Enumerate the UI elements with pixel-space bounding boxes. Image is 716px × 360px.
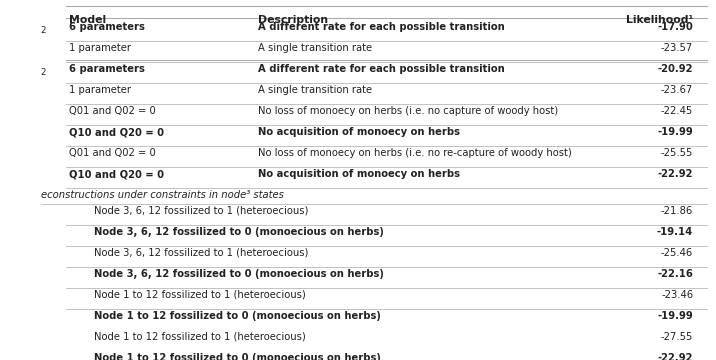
Text: Node 1 to 12 fossilized to 1 (heteroecious): Node 1 to 12 fossilized to 1 (heteroecio… xyxy=(94,332,306,342)
Text: -25.55: -25.55 xyxy=(661,148,693,158)
Text: A different rate for each possible transition: A different rate for each possible trans… xyxy=(258,64,505,74)
Text: Model: Model xyxy=(69,15,106,25)
Text: -19.99: -19.99 xyxy=(657,311,693,321)
Text: -19.99: -19.99 xyxy=(657,127,693,137)
Text: -17.90: -17.90 xyxy=(657,22,693,32)
Text: -22.92: -22.92 xyxy=(658,353,693,360)
Text: Node 3, 6, 12 fossilized to 1 (heteroecious): Node 3, 6, 12 fossilized to 1 (heteroeci… xyxy=(94,206,309,216)
Text: No loss of monoecy on herbs (i.e. no re-capture of woody host): No loss of monoecy on herbs (i.e. no re-… xyxy=(258,148,572,158)
Text: A different rate for each possible transition: A different rate for each possible trans… xyxy=(258,22,505,32)
Text: 6 parameters: 6 parameters xyxy=(69,22,145,32)
Text: No acquisition of monoecy on herbs: No acquisition of monoecy on herbs xyxy=(258,127,460,137)
Text: Q01 and Q02 = 0: Q01 and Q02 = 0 xyxy=(69,148,156,158)
Text: -23.46: -23.46 xyxy=(661,290,693,300)
Text: 1 parameter: 1 parameter xyxy=(69,43,131,53)
Text: -27.55: -27.55 xyxy=(661,332,693,342)
Text: -21.86: -21.86 xyxy=(661,206,693,216)
Text: Node 1 to 12 fossilized to 0 (monoecious on herbs): Node 1 to 12 fossilized to 0 (monoecious… xyxy=(94,311,381,321)
Text: Node 1 to 12 fossilized to 1 (heteroecious): Node 1 to 12 fossilized to 1 (heteroecio… xyxy=(94,290,306,300)
Text: 1 parameter: 1 parameter xyxy=(69,85,131,95)
Text: -22.92: -22.92 xyxy=(658,169,693,179)
Text: 2: 2 xyxy=(41,26,46,35)
Text: Node 3, 6, 12 fossilized to 1 (heteroecious): Node 3, 6, 12 fossilized to 1 (heteroeci… xyxy=(94,248,309,258)
Text: Likelihood¹: Likelihood¹ xyxy=(626,15,693,25)
Text: No acquisition of monoecy on herbs: No acquisition of monoecy on herbs xyxy=(258,169,460,179)
Text: Description: Description xyxy=(258,15,328,25)
Text: -23.57: -23.57 xyxy=(661,43,693,53)
Text: Q10 and Q20 = 0: Q10 and Q20 = 0 xyxy=(69,127,164,137)
Text: 2: 2 xyxy=(41,68,46,77)
Text: -23.67: -23.67 xyxy=(661,85,693,95)
Text: Q10 and Q20 = 0: Q10 and Q20 = 0 xyxy=(69,169,164,179)
Text: Node 1 to 12 fossilized to 0 (monoecious on herbs): Node 1 to 12 fossilized to 0 (monoecious… xyxy=(94,353,381,360)
Text: No loss of monoecy on herbs (i.e. no capture of woody host): No loss of monoecy on herbs (i.e. no cap… xyxy=(258,106,558,116)
Text: 6 parameters: 6 parameters xyxy=(69,64,145,74)
Text: A single transition rate: A single transition rate xyxy=(258,43,372,53)
Text: -20.92: -20.92 xyxy=(658,64,693,74)
Text: -19.14: -19.14 xyxy=(657,227,693,237)
Text: -25.46: -25.46 xyxy=(661,248,693,258)
Text: -22.45: -22.45 xyxy=(661,106,693,116)
Text: econstructions under constraints in node³ states: econstructions under constraints in node… xyxy=(41,190,284,199)
Text: -22.16: -22.16 xyxy=(657,269,693,279)
Text: Node 3, 6, 12 fossilized to 0 (monoecious on herbs): Node 3, 6, 12 fossilized to 0 (monoeciou… xyxy=(94,227,384,237)
Text: Node 3, 6, 12 fossilized to 0 (monoecious on herbs): Node 3, 6, 12 fossilized to 0 (monoeciou… xyxy=(94,269,384,279)
Text: A single transition rate: A single transition rate xyxy=(258,85,372,95)
Text: Q01 and Q02 = 0: Q01 and Q02 = 0 xyxy=(69,106,156,116)
